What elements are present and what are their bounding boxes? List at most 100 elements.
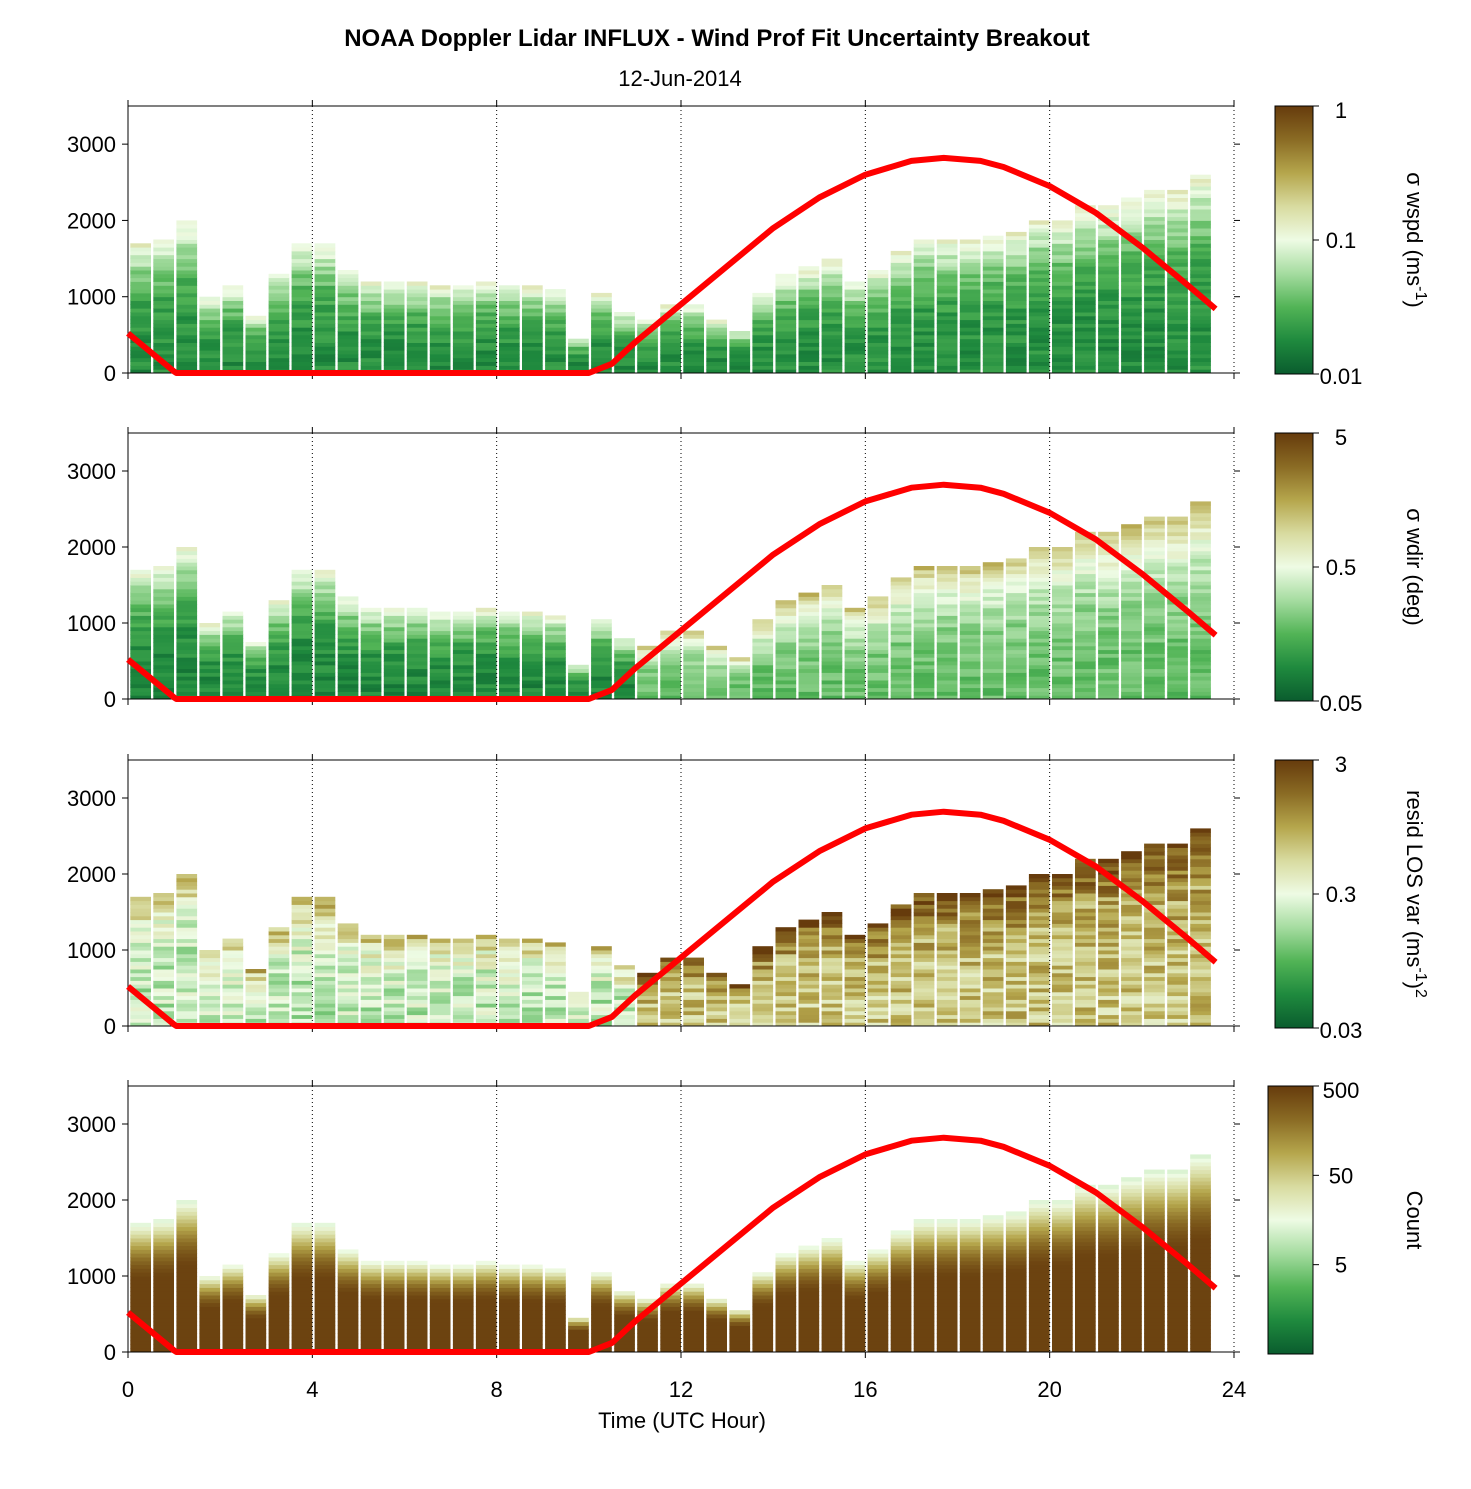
heatmap-cell: [1052, 881, 1073, 886]
heatmap-cell: [1190, 516, 1211, 521]
heatmap-cell: [153, 972, 174, 978]
heatmap-cell: [1005, 934, 1027, 940]
heatmap-cell: [245, 1306, 267, 1311]
heatmap-cell: [522, 1264, 543, 1269]
heatmap-cell: [844, 1329, 866, 1334]
heatmap-cell: [199, 1302, 221, 1307]
heatmap-cell: [383, 1018, 405, 1023]
heatmap-cell: [706, 1348, 727, 1353]
heatmap-cell: [660, 365, 681, 370]
heatmap-cell: [291, 927, 313, 932]
heatmap-cell: [913, 319, 935, 324]
heatmap-cell: [499, 334, 520, 340]
heatmap-cell: [1028, 649, 1050, 654]
heatmap-cell: [153, 991, 174, 997]
heatmap-cell: [429, 1298, 451, 1304]
heatmap-cell: [591, 642, 612, 647]
heatmap-cell: [475, 1003, 497, 1008]
heatmap-cell: [314, 365, 336, 370]
heatmap-cell: [199, 1014, 221, 1019]
heatmap-cell: [176, 1287, 198, 1292]
heatmap-cell: [245, 653, 267, 658]
heatmap-cell: [890, 953, 912, 959]
heatmap-cell: [176, 292, 198, 298]
heatmap-cell: [568, 357, 589, 362]
heatmap-cell: [913, 680, 935, 685]
heatmap-cell: [499, 642, 520, 647]
heatmap-cell: [913, 254, 935, 260]
heatmap-cell: [913, 1340, 935, 1345]
heatmap-cell: [153, 1314, 174, 1319]
heatmap-cell: [913, 991, 935, 997]
heatmap-cell: [821, 353, 843, 359]
heatmap-cell: [683, 308, 704, 313]
heatmap-cell: [1098, 224, 1119, 229]
heatmap-cell: [1005, 695, 1027, 700]
heatmap-cell: [1098, 961, 1119, 966]
heatmap-cell: [752, 312, 774, 317]
heatmap-cell: [268, 645, 290, 651]
heatmap-cell: [176, 558, 198, 563]
heatmap-cell: [130, 969, 151, 974]
heatmap-cell: [314, 1279, 336, 1285]
heatmap-cell: [936, 254, 958, 260]
heatmap-cell: [959, 262, 981, 267]
heatmap-cell: [475, 976, 497, 981]
heatmap-cell: [798, 1348, 820, 1353]
heatmap-cell: [1190, 881, 1211, 886]
heatmap-cell: [245, 995, 267, 1000]
heatmap-cell: [545, 969, 566, 974]
heatmap-cell: [429, 1264, 451, 1269]
heatmap-cell: [1075, 277, 1096, 282]
heatmap-cell: [936, 296, 958, 301]
heatmap-cell: [1144, 847, 1165, 852]
heatmap-cell: [752, 980, 774, 985]
heatmap-cell: [913, 596, 935, 601]
heatmap-cell: [1098, 312, 1119, 317]
heatmap-cell: [1028, 308, 1050, 313]
heatmap-cell: [452, 1329, 474, 1334]
heatmap-cell: [775, 661, 797, 666]
heatmap-cell: [176, 319, 198, 324]
heatmap-cell: [1098, 1022, 1119, 1027]
heatmap-cell: [1028, 976, 1050, 981]
heatmap-cell: [475, 1268, 497, 1273]
heatmap-cell: [522, 953, 543, 959]
heatmap-cell: [1098, 683, 1119, 689]
heatmap-cell: [153, 292, 174, 298]
heatmap-cell: [291, 327, 313, 332]
heatmap-cell: [936, 607, 958, 613]
heatmap-cell: [775, 957, 797, 962]
heatmap-cell: [1052, 919, 1073, 924]
colorbar-2: 50.50.05σ wdir (deg): [1274, 425, 1427, 716]
heatmap-cell: [1190, 889, 1211, 894]
heatmap-cell: [798, 1014, 820, 1019]
heatmap-cell: [683, 664, 704, 670]
heatmap-cell: [1028, 231, 1050, 237]
heatmap-cell: [844, 304, 866, 309]
heatmap-cell: [1167, 193, 1188, 198]
heatmap-cell: [683, 1295, 704, 1300]
heatmap-cell: [153, 346, 174, 351]
heatmap-cell: [268, 1260, 290, 1266]
heatmap-cell: [821, 1276, 843, 1281]
heatmap-cell: [798, 338, 820, 343]
heatmap-cell: [153, 988, 174, 993]
heatmap-cell: [1121, 296, 1142, 301]
heatmap-cell: [591, 1287, 612, 1292]
heatmap-cell: [913, 334, 935, 340]
heatmap-cell: [176, 1207, 198, 1212]
heatmap-cell: [1167, 676, 1188, 681]
heatmap-cell: [821, 334, 843, 340]
heatmap-cell: [1167, 361, 1188, 366]
heatmap-cell: [130, 327, 151, 332]
heatmap-cell: [1167, 934, 1188, 940]
heatmap-cell: [867, 357, 889, 362]
heatmap-cell: [545, 691, 566, 696]
heatmap-cell: [1190, 250, 1211, 256]
heatmap-cell: [1190, 972, 1211, 978]
heatmap-cell: [913, 315, 935, 321]
heatmap-cell: [637, 1314, 658, 1319]
heatmap-cell: [1144, 1014, 1165, 1019]
heatmap-cell: [1098, 611, 1119, 616]
